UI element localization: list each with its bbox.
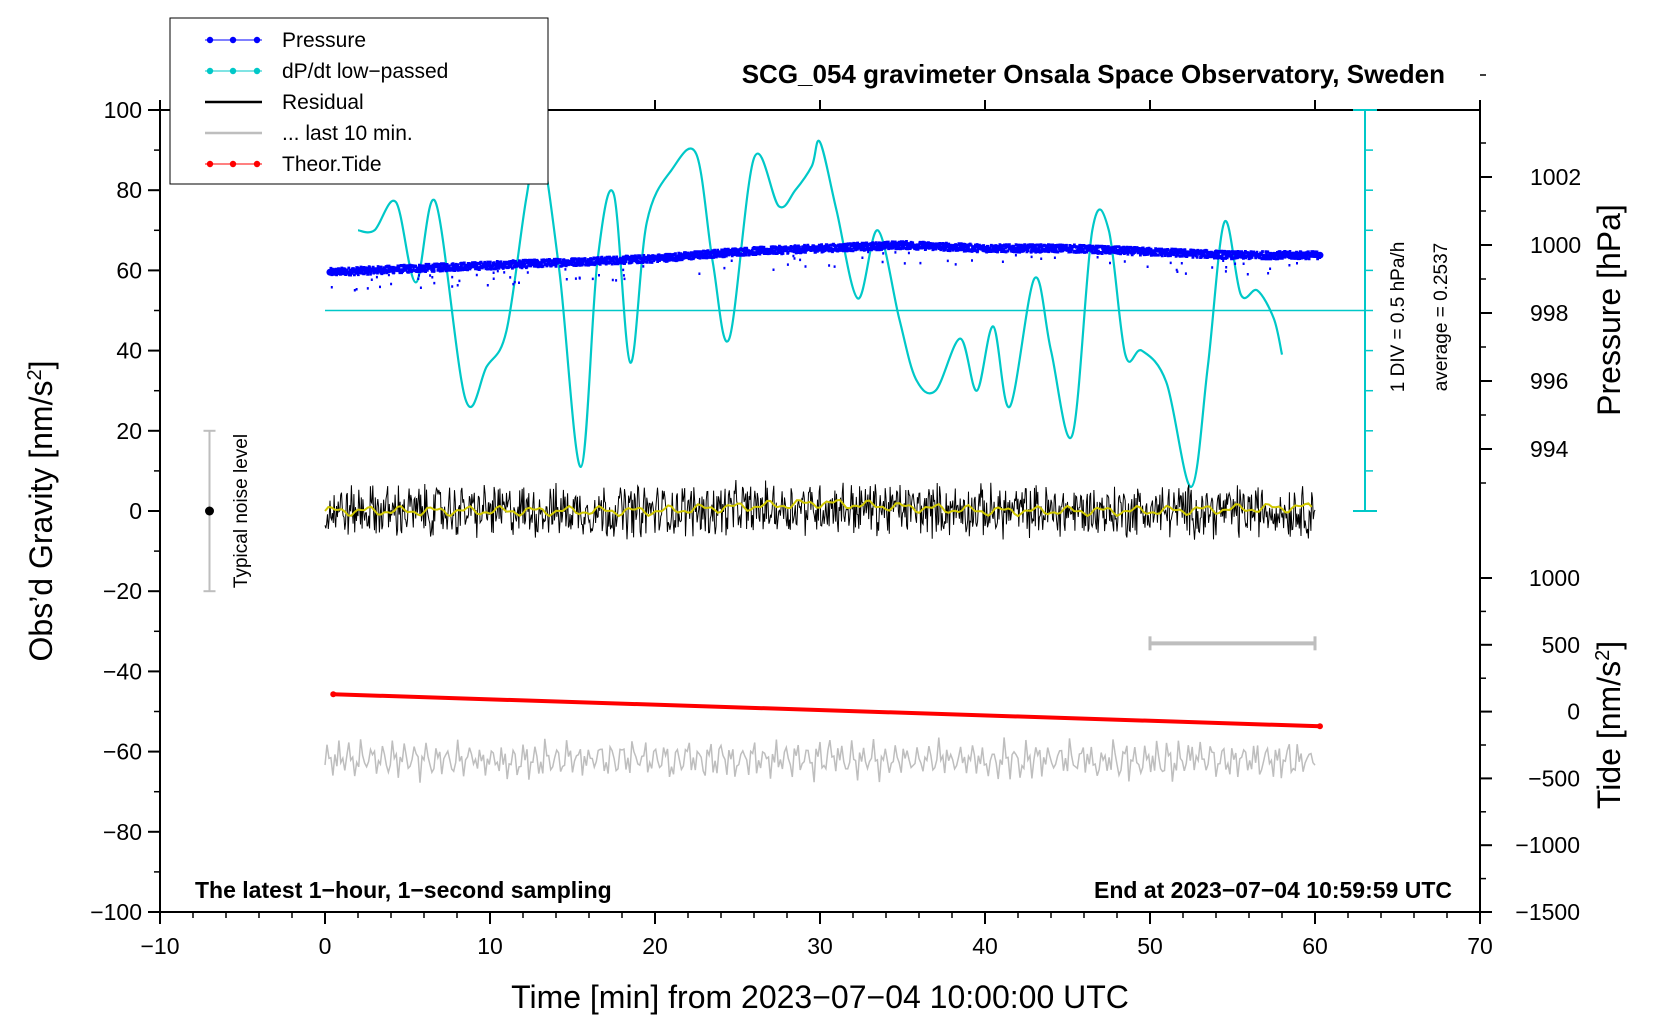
tide-tick-label: 500 <box>1542 632 1580 658</box>
dpdt-line <box>357 138 1284 489</box>
legend-marker <box>229 36 237 44</box>
legend-marker <box>206 67 214 75</box>
y-axis-pressure: 994 996 998 1000 1002 <box>1480 74 1581 484</box>
x-tick-label: 50 <box>1137 933 1163 959</box>
tide-line <box>333 692 1321 729</box>
pressure-tick-label: 996 <box>1530 368 1568 394</box>
y-tick-label: −20 <box>103 578 142 604</box>
tide-tick-label: 1000 <box>1529 565 1580 591</box>
series-pressure <box>326 240 1324 292</box>
tide-tick-label: −500 <box>1528 765 1580 791</box>
sampling-note: The latest 1−hour, 1−second sampling <box>195 877 612 903</box>
x-tick-label: −10 <box>140 933 179 959</box>
residual-lowpass-line <box>324 498 1313 518</box>
legend-marker <box>253 67 261 75</box>
x-tick-label: 70 <box>1467 933 1493 959</box>
series-theoretical-tide <box>330 691 1323 730</box>
legend-label: Pressure <box>282 29 366 52</box>
legend-marker <box>206 36 214 44</box>
tide-tick-label: 0 <box>1567 699 1580 725</box>
y-tick-label: 20 <box>116 418 142 444</box>
pressure-tick-label: 1000 <box>1530 232 1581 258</box>
pressure-start-point <box>326 268 334 276</box>
y-axis-tide: −1500 −1000 −500 0 500 1000 <box>1480 565 1580 925</box>
y-tick-label: −60 <box>103 739 142 765</box>
legend-label: ... last 10 min. <box>282 122 413 145</box>
legend-marker <box>229 160 237 168</box>
x-axis-title: Time [min] from 2023−07−04 10:00:00 UTC <box>511 979 1129 1015</box>
legend-marker <box>253 36 261 44</box>
x-axis: −10 0 10 20 30 40 50 60 70 <box>140 100 1493 959</box>
dpdt-average-label: average = 0.2537 <box>1431 243 1452 391</box>
series-dpdt <box>357 138 1284 489</box>
typical-noise-bar <box>203 429 216 593</box>
y-axis-left: −100 −80 −60 −40 −20 0 20 40 60 80 100 <box>90 97 160 925</box>
y-tick-label: 100 <box>104 97 142 123</box>
legend-label: Residual <box>282 91 364 114</box>
chart-title: SCG_054 gravimeter Onsala Space Observat… <box>742 59 1445 89</box>
pressure-end-point <box>1316 251 1324 259</box>
series-last-10-min <box>324 737 1316 783</box>
x-tick-label: 40 <box>972 933 998 959</box>
x-tick-label: 10 <box>477 933 503 959</box>
end-time-note: End at 2023−07−04 10:59:59 UTC <box>1094 877 1452 903</box>
y-tick-label: −100 <box>90 899 142 925</box>
dpdt-division-label: 1 DIV = 0.5 hPa/h <box>1388 242 1409 393</box>
pressure-tick-label: 998 <box>1530 300 1568 326</box>
tide-tick-label: −1000 <box>1515 832 1580 858</box>
y-tick-label: −80 <box>103 819 142 845</box>
y-axis-title: Obs’d Gravity [nm/s2] <box>23 361 59 662</box>
legend: Pressure dP/dt low−passed Residual ... last… <box>169 17 549 185</box>
tide-tick-label: −1500 <box>1515 899 1580 925</box>
pressure-axis-title: Pressure [hPa] <box>1591 204 1627 416</box>
y-tick-label: 40 <box>116 338 142 364</box>
y-tick-label: 80 <box>116 177 142 203</box>
legend-label: Theor.Tide <box>282 153 382 176</box>
pressure-points <box>328 240 1321 277</box>
x-tick-label: 30 <box>807 933 833 959</box>
tide-axis-title: Tide [nm/s2] <box>1591 641 1627 809</box>
y-tick-label: 60 <box>116 257 142 283</box>
tide-end-point <box>1316 723 1323 730</box>
noise-bar-center <box>205 506 214 516</box>
last-10-min-line <box>324 737 1316 783</box>
y-tick-label: 0 <box>129 498 142 524</box>
last-10-min-bar <box>1148 636 1317 651</box>
legend-marker <box>206 160 214 168</box>
tide-start-point <box>330 691 337 698</box>
pressure-tick-label: 994 <box>1530 436 1569 462</box>
x-tick-label: 0 <box>319 933 332 959</box>
pressure-tick-label: 1002 <box>1530 164 1581 190</box>
x-tick-label: 60 <box>1302 933 1328 959</box>
series-residual-lowpass <box>324 498 1313 518</box>
x-tick-label: 20 <box>642 933 668 959</box>
legend-label: dP/dt low−passed <box>282 60 448 83</box>
series-residual <box>324 479 1316 540</box>
y-tick-label: −40 <box>103 658 142 684</box>
noise-level-label: Typical noise level <box>231 434 252 588</box>
pressure-outliers <box>330 250 1298 292</box>
legend-marker <box>253 160 261 168</box>
legend-marker <box>229 67 237 75</box>
residual-line <box>324 479 1316 540</box>
